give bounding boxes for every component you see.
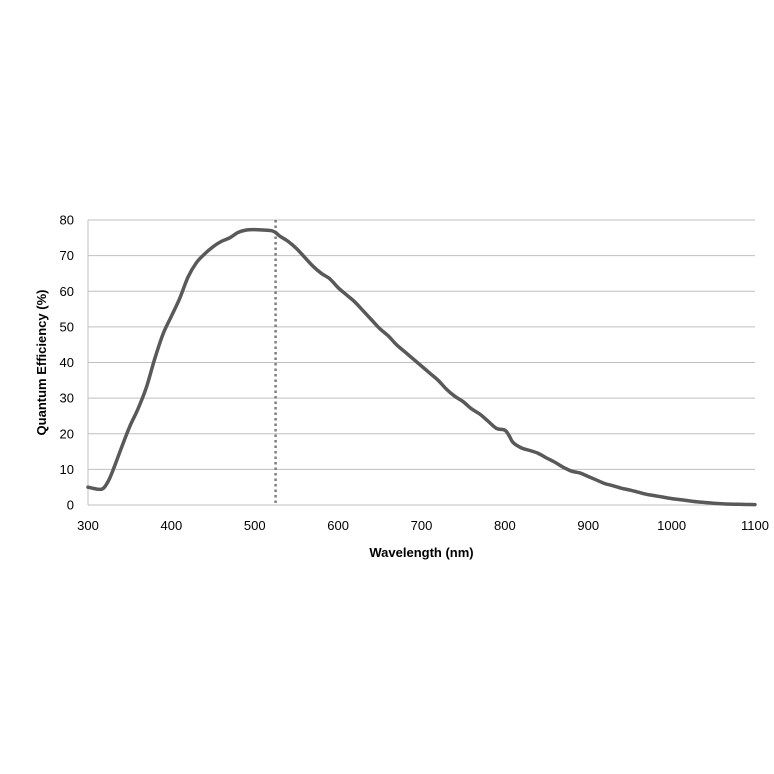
x-tick-label-900: 900 [577, 518, 599, 533]
y-tick-label-50: 50 [60, 319, 74, 334]
grid-layer [88, 219, 755, 470]
x-tick-label-1000: 1000 [657, 518, 686, 533]
series-line-0 [86, 227, 757, 507]
x-tick-label-400: 400 [161, 518, 183, 533]
x-tick-labels: 300 400 500 600 700 800 900 1000 1100 [77, 518, 769, 533]
x-tick-label-600: 600 [327, 518, 349, 533]
series-layer [86, 227, 757, 507]
x-tick-label-800: 800 [494, 518, 516, 533]
y-tick-labels: 0 10 20 30 40 50 60 70 80 [60, 213, 74, 513]
y-tick-label-70: 70 [60, 248, 74, 263]
x-tick-label-700: 700 [411, 518, 433, 533]
x-tick-label-1100: 1100 [741, 518, 769, 533]
y-tick-label-20: 20 [60, 426, 74, 441]
axis-layer [87, 220, 755, 506]
y-tick-label-40: 40 [60, 355, 74, 370]
y-tick-label-80: 80 [60, 213, 74, 228]
y-tick-label-60: 60 [60, 284, 74, 299]
y-tick-label-30: 30 [60, 391, 74, 406]
x-tick-label-300: 300 [77, 518, 99, 533]
y-axis-title: Quantum Efficiency (%) [34, 290, 49, 436]
y-tick-label-10: 10 [60, 462, 74, 477]
x-tick-label-500: 500 [244, 518, 266, 533]
x-axis-title: Wavelength (nm) [369, 545, 473, 560]
y-tick-label-0: 0 [67, 498, 74, 513]
